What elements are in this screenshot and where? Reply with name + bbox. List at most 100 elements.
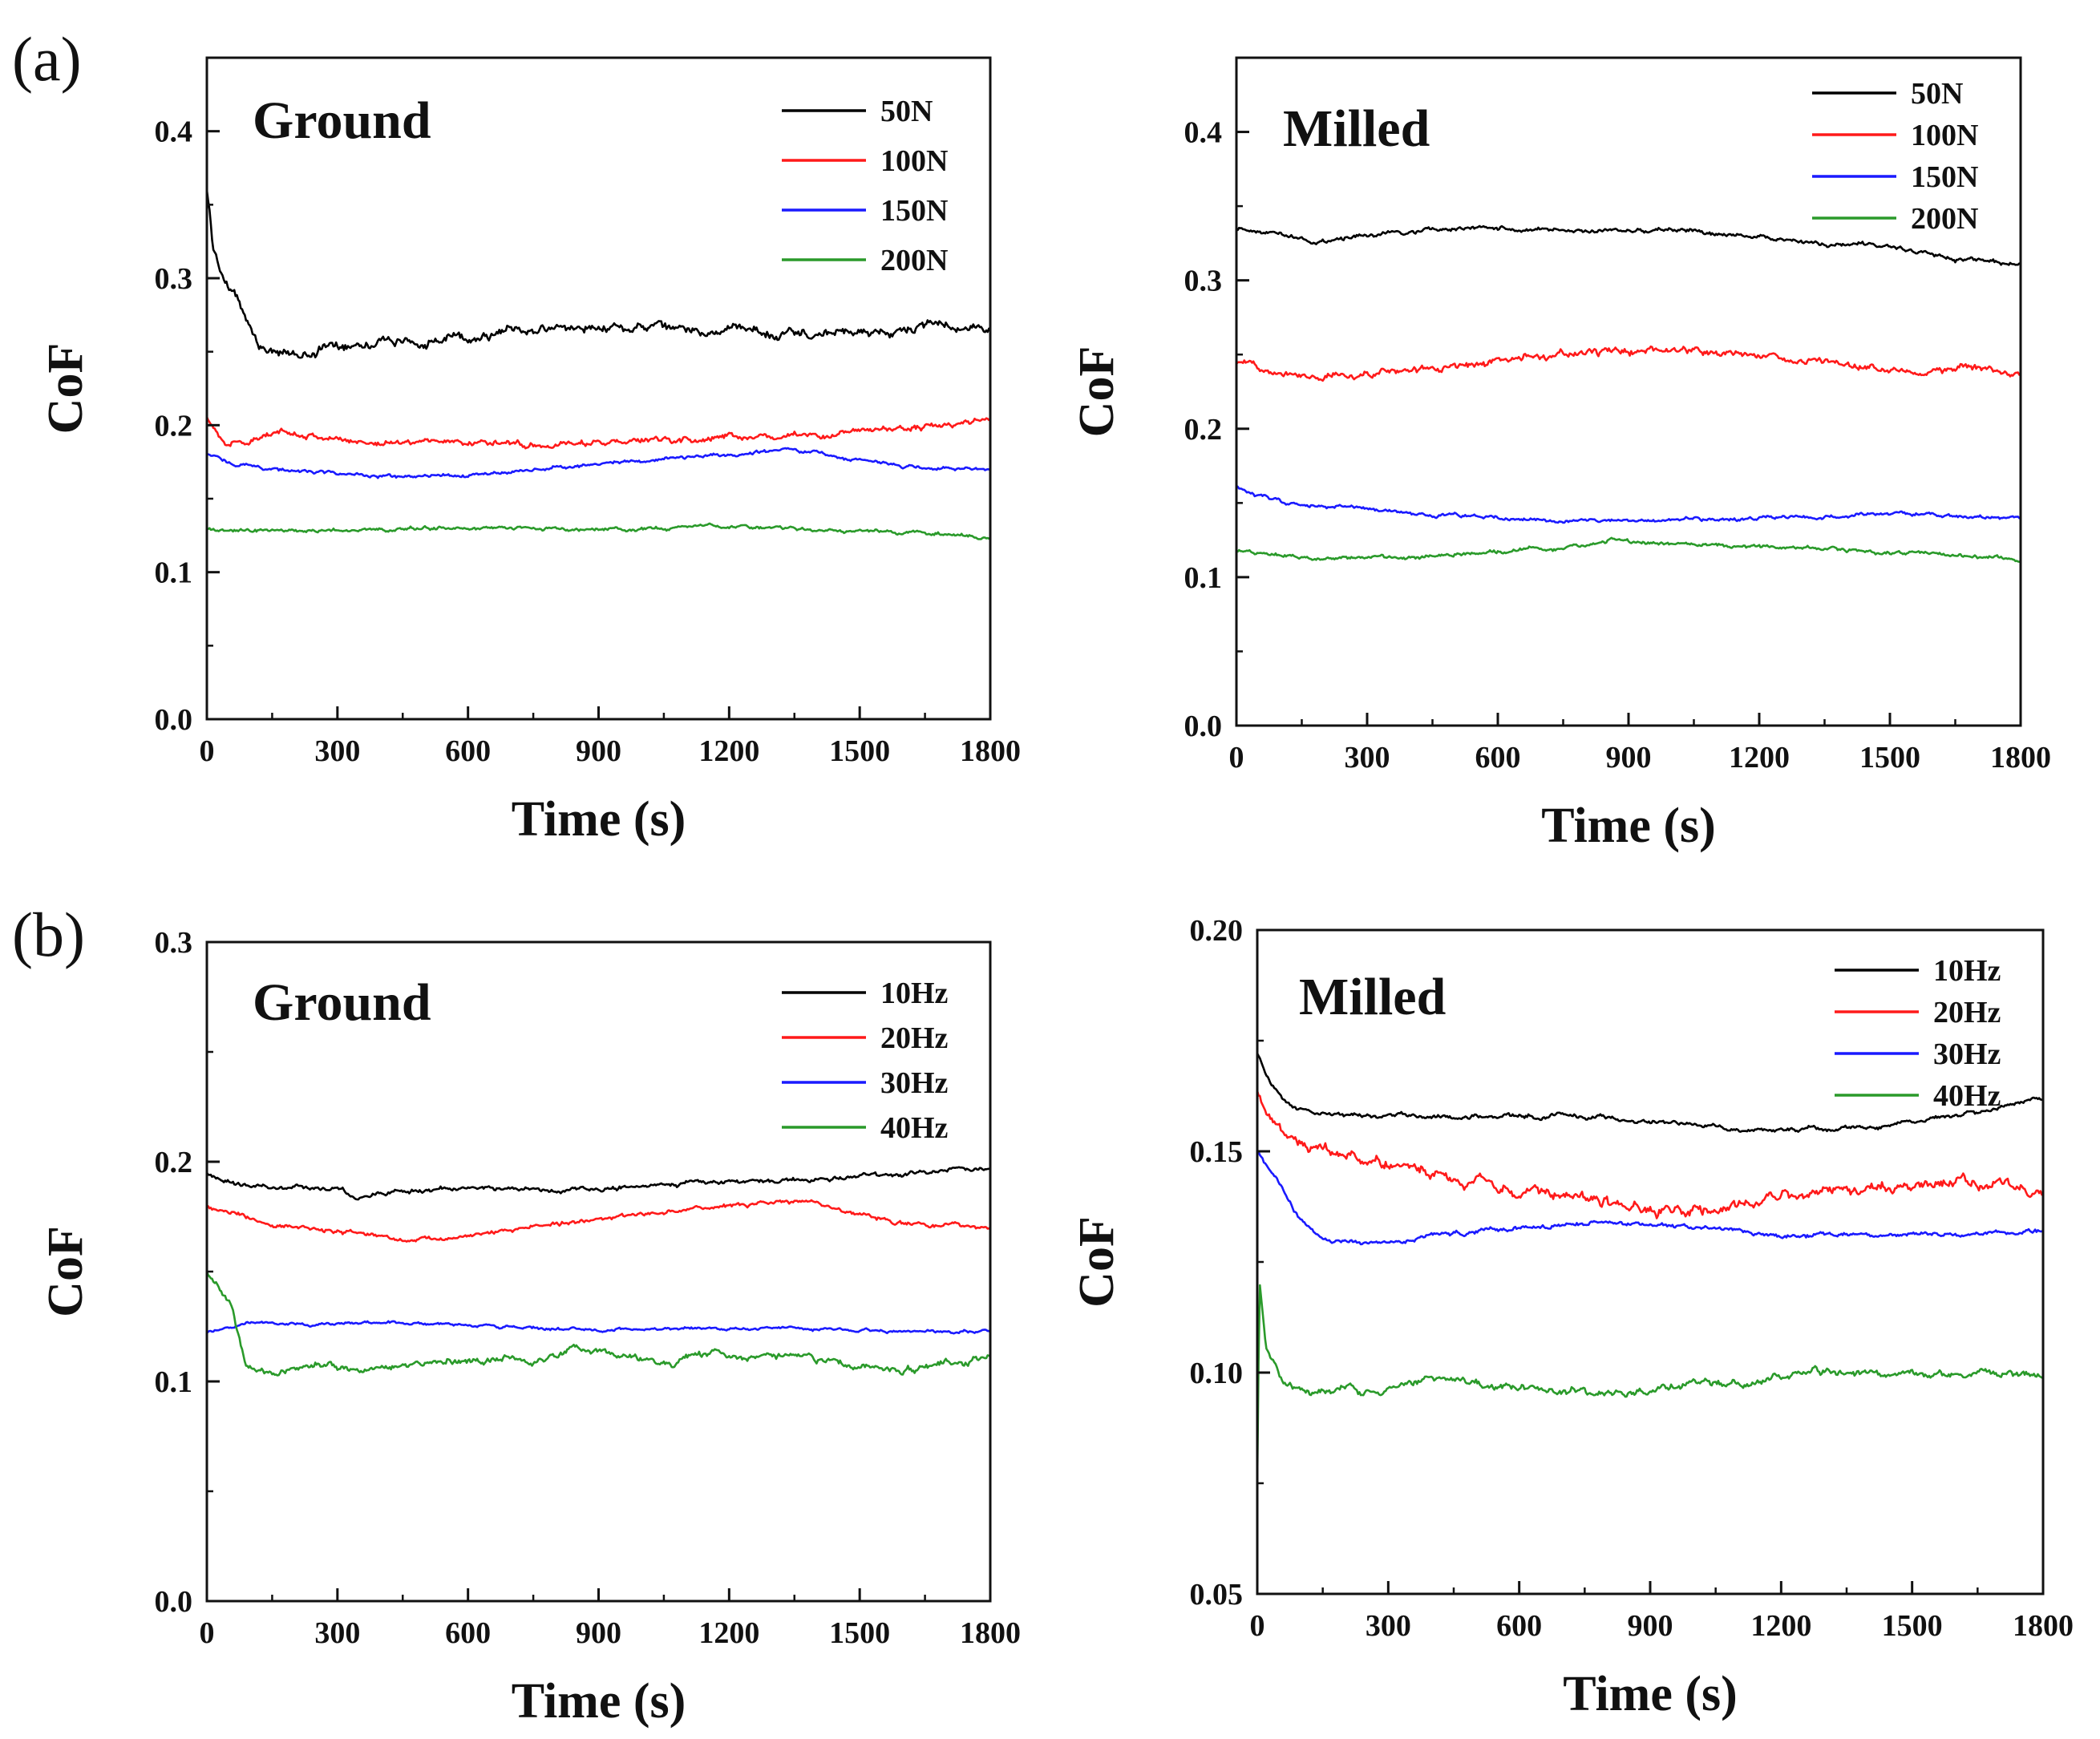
chart-title: Milled <box>1299 968 1446 1026</box>
series-line-40hz <box>207 1270 990 1377</box>
x-tick-label: 1200 <box>1729 741 1790 774</box>
y-tick-label: 0.10 <box>1190 1357 1244 1390</box>
y-axis-label: CoF <box>38 1226 93 1317</box>
x-tick-label: 1500 <box>829 734 890 768</box>
x-tick-label: 300 <box>1366 1609 1411 1643</box>
legend-label: 40Hz <box>1933 1079 2001 1113</box>
legend-label: 50N <box>880 95 933 128</box>
series-line-100n <box>1236 345 2021 382</box>
plot-frame <box>205 940 992 1603</box>
y-tick-label: 0.0 <box>155 703 193 737</box>
x-tick-label: 300 <box>314 1616 360 1650</box>
chart-a-milled: 0 300 600 900 1200 1500 1800 0.0 0.1 0.2 0.3 0.4 Tim… <box>1070 56 2051 853</box>
chart-title: Milled <box>1283 99 1430 158</box>
chart-a-ground: 0 300 600 900 1200 1500 1800 0.0 0.1 0.2 0.3 0.4 Tim… <box>38 56 1021 847</box>
x-tick-label: 300 <box>1345 741 1390 774</box>
y-tick-label: 0.2 <box>155 409 193 443</box>
y-tick-label: 0.05 <box>1190 1578 1244 1612</box>
x-tick-label: 1500 <box>1859 741 1920 774</box>
x-tick-label: 1200 <box>698 734 759 768</box>
series-line-10hz <box>1257 1053 2043 1133</box>
x-tick-label: 900 <box>576 734 621 768</box>
x-tick-label: 0 <box>1250 1609 1265 1643</box>
y-tick-label: 0.0 <box>1184 710 1223 743</box>
legend-label: 100N <box>1911 119 1978 152</box>
series-line-150n <box>207 447 990 479</box>
series-line-50n <box>1236 224 2021 266</box>
legend-label: 200N <box>1911 202 1978 236</box>
y-tick-label: 0.0 <box>155 1585 193 1619</box>
y-tick-label: 0.3 <box>1184 265 1223 298</box>
legend-label: 50N <box>1911 77 1963 111</box>
chart-b-ground: 0 300 600 900 1200 1500 1800 0.0 0.1 0.2 0.3 Time (… <box>38 926 1021 1729</box>
y-tick-label: 0.4 <box>155 115 193 149</box>
legend-label: 20Hz <box>880 1021 949 1055</box>
chart-b-milled: 0 300 600 900 1200 1500 1800 0.05 0.10 0.15 0.20 Ti… <box>1070 914 2074 1721</box>
x-tick-label: 1500 <box>1882 1609 1943 1643</box>
legend-label: 150N <box>1911 160 1978 194</box>
series-line-200n <box>1236 536 2021 564</box>
x-tick-label: 1800 <box>2013 1609 2074 1643</box>
series-line-40hz <box>1257 1284 2043 1482</box>
y-tick-label: 0.2 <box>1184 413 1223 447</box>
legend-label: 20Hz <box>1933 996 2001 1029</box>
series-line-30hz <box>207 1320 990 1335</box>
y-tick-label: 0.3 <box>155 262 193 296</box>
x-axis-label: Time (s) <box>1541 799 1716 853</box>
series-line-50n <box>207 189 990 359</box>
x-tick-label: 600 <box>445 1616 491 1650</box>
series-line-200n <box>207 522 990 540</box>
chart-title: Ground <box>253 973 431 1032</box>
legend-label: 200N <box>880 244 948 277</box>
legend-label: 10Hz <box>1933 954 2001 988</box>
x-tick-label: 1800 <box>960 734 1021 768</box>
legend-label: 150N <box>880 194 948 228</box>
series-line-100n <box>207 416 990 450</box>
y-tick-label: 0.1 <box>1184 561 1223 595</box>
x-tick-label: 0 <box>1229 741 1244 774</box>
x-axis-label: Time (s) <box>1563 1667 1738 1721</box>
x-tick-label: 1800 <box>1990 741 2051 774</box>
series-line-20hz <box>1257 1090 2043 1219</box>
x-tick-label: 900 <box>1606 741 1652 774</box>
chart-title: Ground <box>253 91 431 150</box>
series-line-10hz <box>207 1166 990 1201</box>
x-tick-label: 300 <box>314 734 360 768</box>
series-line-20hz <box>207 1199 990 1243</box>
legend-label: 100N <box>880 144 948 178</box>
plot-frame <box>1256 928 2045 1595</box>
legend-label: 30Hz <box>1933 1037 2001 1071</box>
y-tick-label: 0.1 <box>155 1365 193 1399</box>
x-tick-label: 0 <box>200 734 215 768</box>
x-tick-label: 600 <box>1496 1609 1542 1643</box>
x-tick-label: 900 <box>1628 1609 1673 1643</box>
series-line-30hz <box>1257 1150 2043 1246</box>
y-axis-label: CoF <box>1070 1216 1124 1308</box>
x-tick-label: 1800 <box>960 1616 1021 1650</box>
x-axis-label: Time (s) <box>512 792 686 847</box>
y-tick-label: 0.15 <box>1190 1135 1244 1169</box>
y-tick-label: 0.3 <box>155 926 193 960</box>
y-tick-label: 0.2 <box>155 1146 193 1179</box>
panel-label-b: (b) <box>12 900 85 969</box>
y-tick-label: 0.4 <box>1184 116 1223 150</box>
plot-frame <box>205 56 992 721</box>
x-tick-label: 0 <box>200 1616 215 1650</box>
legend-label: 10Hz <box>880 977 949 1010</box>
x-tick-label: 1200 <box>1750 1609 1811 1643</box>
y-axis-label: CoF <box>1070 346 1124 438</box>
legend-label: 40Hz <box>880 1111 949 1145</box>
x-tick-label: 600 <box>1475 741 1521 774</box>
y-tick-label: 0.1 <box>155 556 193 590</box>
x-tick-label: 600 <box>445 734 491 768</box>
x-tick-label: 1500 <box>829 1616 890 1650</box>
series-line-150n <box>1236 484 2021 524</box>
y-tick-label: 0.20 <box>1190 914 1244 948</box>
legend-label: 30Hz <box>880 1066 949 1100</box>
y-axis-label: CoF <box>38 343 93 435</box>
x-axis-label: Time (s) <box>512 1674 686 1729</box>
x-tick-label: 1200 <box>698 1616 759 1650</box>
x-tick-label: 900 <box>576 1616 621 1650</box>
panel-label-a: (a) <box>12 24 82 94</box>
